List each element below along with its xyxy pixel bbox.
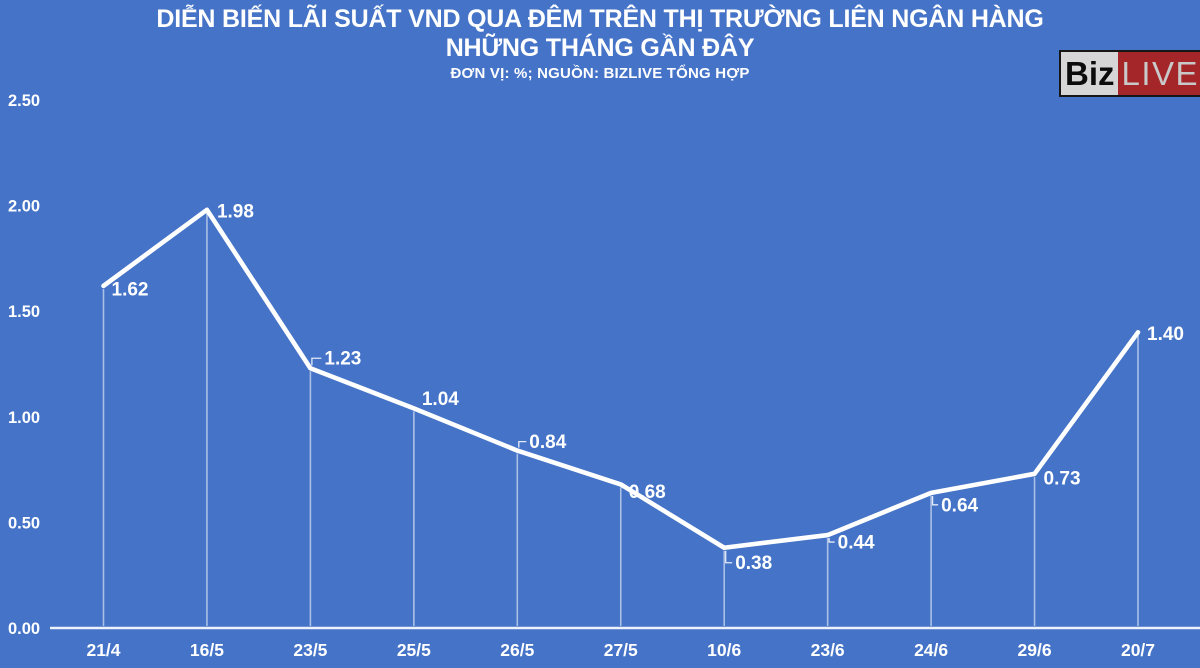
data-label: 0.68 xyxy=(629,482,666,503)
data-label: 1.23 xyxy=(324,349,361,370)
y-tick-label: 1.50 xyxy=(8,303,40,321)
chart-header: DIỄN BIẾN LÃI SUẤT VND QUA ĐÊM TRÊN THỊ … xyxy=(0,4,1200,84)
data-label: 1.40 xyxy=(1147,324,1184,345)
data-label: 0.73 xyxy=(1044,468,1081,489)
x-tick-label: 10/6 xyxy=(707,640,741,660)
bizlive-logo: Biz LIVE xyxy=(1059,50,1200,97)
data-label: 1.04 xyxy=(422,389,459,410)
chart-title-line2: NHỮNG THÁNG GẦN ĐÂY xyxy=(445,34,755,62)
label-leader-line xyxy=(725,550,733,564)
data-label: 0.44 xyxy=(838,533,875,554)
bizlive-logo-biz: Biz xyxy=(1061,52,1118,95)
x-tick-label: 27/5 xyxy=(604,640,638,660)
data-label: 0.38 xyxy=(735,553,772,574)
data-label: 0.84 xyxy=(529,432,566,453)
y-tick-label: 0.50 xyxy=(8,514,40,532)
x-tick-label: 25/5 xyxy=(397,640,431,660)
label-leader-line xyxy=(828,538,835,543)
x-tick-label: 20/7 xyxy=(1121,640,1155,660)
x-tick-label: 21/4 xyxy=(86,640,120,660)
bizlive-logo-live: LIVE xyxy=(1117,52,1200,95)
y-tick-label: 2.00 xyxy=(8,198,40,216)
x-tick-label: 26/5 xyxy=(500,640,534,660)
y-tick-label: 1.00 xyxy=(8,409,40,427)
data-label: 1.62 xyxy=(112,279,149,300)
label-leader-line xyxy=(311,357,322,366)
x-tick-label: 29/6 xyxy=(1018,640,1052,660)
y-tick-label: 2.50 xyxy=(8,92,40,110)
chart-title-line1: DIỄN BIẾN LÃI SUẤT VND QUA ĐÊM TRÊN THỊ … xyxy=(156,5,1044,33)
label-leader-line xyxy=(518,440,527,448)
label-leader-line xyxy=(931,495,939,506)
x-tick-label: 24/6 xyxy=(914,640,948,660)
x-tick-label: 16/5 xyxy=(190,640,224,660)
chart-unit-source: ĐƠN VỊ: %; NGUỒN: BIZLIVE TỔNG HỢP xyxy=(450,65,750,82)
series-line xyxy=(101,207,1141,551)
y-tick-label: 0.00 xyxy=(8,620,40,638)
data-label: 1.98 xyxy=(217,201,254,222)
data-label: 0.64 xyxy=(941,495,978,516)
x-tick-label: 23/6 xyxy=(811,640,845,660)
x-tick-label: 23/5 xyxy=(293,640,327,660)
